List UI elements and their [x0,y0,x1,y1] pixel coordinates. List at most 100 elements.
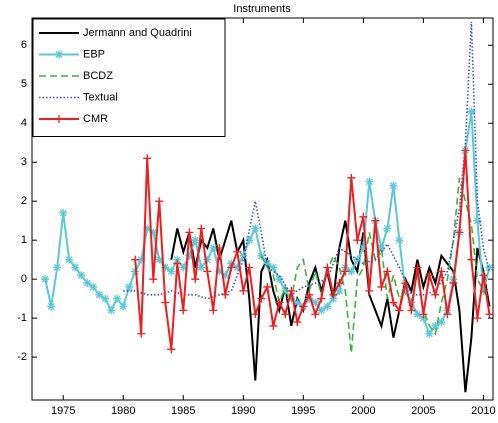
marker [143,154,152,163]
marker [233,247,242,256]
marker [419,310,428,319]
legend-marker [55,50,63,59]
marker [137,329,146,338]
marker [431,321,440,330]
marker [269,263,278,272]
marker [221,271,230,280]
marker [425,271,434,280]
marker [113,294,122,303]
marker [467,255,476,264]
marker [149,275,158,284]
series-line [134,150,491,350]
y-tick-label: -2 [17,351,27,363]
y-tick-label: 6 [21,39,27,51]
marker [383,267,392,276]
legend-label: CMR [83,113,108,125]
marker [161,298,170,307]
marker [95,290,104,299]
marker [389,181,398,190]
marker [443,310,452,319]
marker [431,290,440,299]
y-tick-label: 3 [21,156,27,168]
marker [209,306,218,315]
x-tick-label: 1975 [51,405,75,417]
y-tick-label: 5 [21,78,27,90]
marker [473,216,482,225]
marker [281,286,290,295]
marker [437,267,446,276]
marker [59,208,68,217]
marker [323,302,332,311]
marker [485,310,494,319]
marker [311,310,320,319]
marker [263,259,272,268]
y-tick-label: 4 [21,117,27,129]
marker [215,243,224,252]
marker [473,314,482,323]
marker [215,267,224,276]
marker [209,243,218,252]
y-tick-label: 0 [21,273,27,285]
marker [311,298,320,307]
marker [353,255,362,264]
marker [185,228,194,237]
y-tick-label: -1 [17,312,27,324]
marker [347,267,356,276]
x-tick-label: 2005 [411,405,435,417]
marker [413,310,422,319]
marker [167,345,176,354]
marker [89,282,98,291]
legend-label: EBP [83,48,105,60]
marker [341,267,350,276]
marker [41,275,50,284]
chart-title: Instruments [233,3,291,15]
marker [479,271,488,280]
marker [149,228,158,237]
marker [413,263,422,272]
marker [101,294,110,303]
marker [167,267,176,276]
marker [155,255,164,264]
marker [395,306,404,315]
marker [389,298,398,307]
marker [245,236,254,245]
marker [65,255,74,264]
marker [455,228,464,237]
marker [239,251,248,260]
marker [191,275,200,284]
marker [71,263,80,272]
legend [32,18,226,137]
marker [347,173,356,182]
x-tick-label: 2010 [471,405,495,417]
marker [197,263,206,272]
marker [239,286,248,295]
marker [299,302,308,311]
marker [293,298,302,307]
marker [359,212,368,221]
marker [251,224,260,233]
legend-label: Jermann and Quadrini [83,27,192,39]
y-tick-label: 2 [21,195,27,207]
marker [53,263,62,272]
marker [407,298,416,307]
marker [119,302,128,311]
marker [317,294,326,303]
marker [179,263,188,272]
marker [287,286,296,295]
legend-label: BCDZ [83,70,113,82]
marker [335,279,344,288]
x-tick-label: 1985 [171,405,195,417]
marker [203,255,212,264]
marker [257,294,266,303]
marker [371,216,380,225]
marker [401,279,410,288]
marker [293,318,302,327]
marker [143,224,152,233]
marker [407,306,416,315]
marker [107,306,116,315]
marker [281,310,290,319]
marker [365,286,374,295]
marker [227,263,236,272]
marker [353,236,362,245]
marker [191,236,200,245]
